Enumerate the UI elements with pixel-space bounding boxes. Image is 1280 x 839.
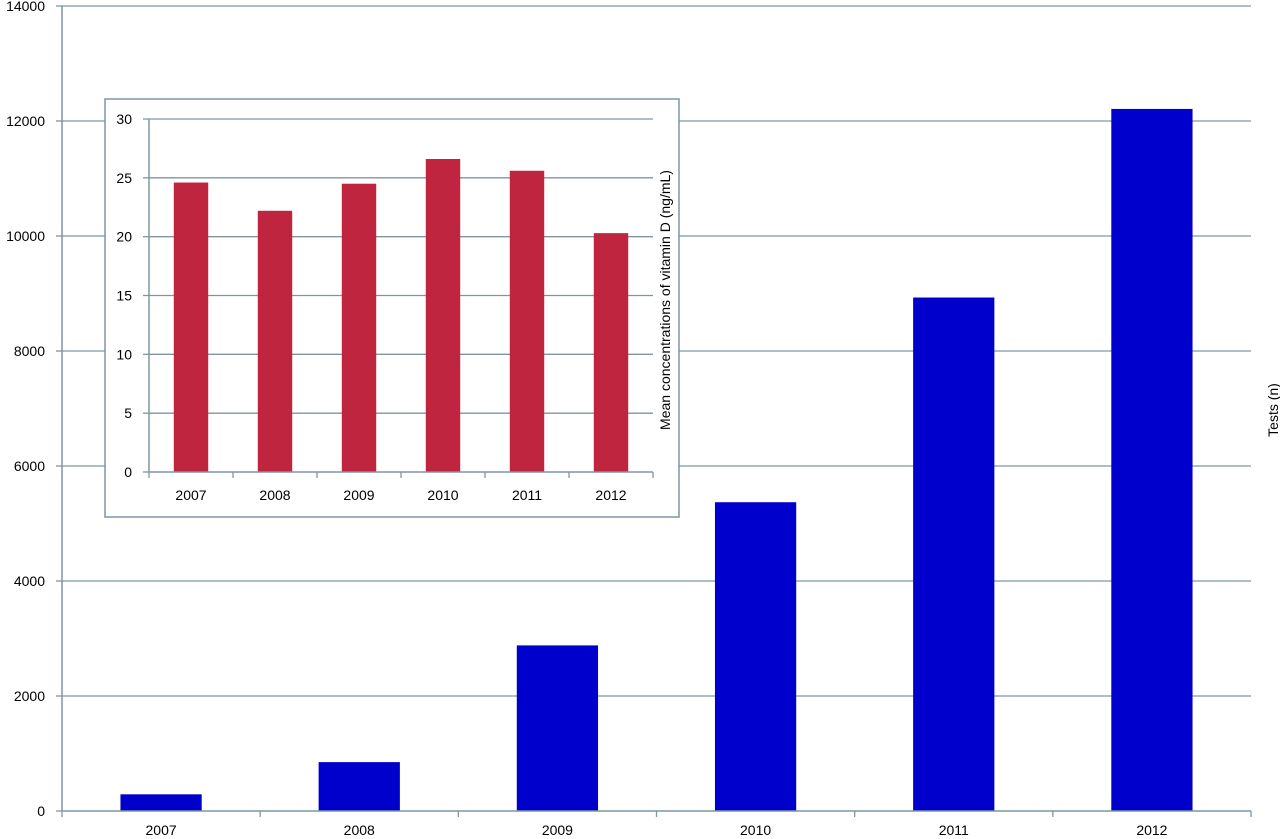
inset-bar-2012 <box>593 233 629 472</box>
main-y-tick-label: 12000 <box>6 113 45 129</box>
main-bar-2009 <box>516 645 599 811</box>
inset-y-tick-label: 5 <box>124 405 132 421</box>
inset-x-tick-label: 2009 <box>343 487 374 503</box>
inset-y-tick-label: 20 <box>116 229 132 245</box>
main-y-tick-label: 6000 <box>14 458 45 474</box>
inset-y-tick-labels: 0 5 10 15 20 25 30 <box>116 111 132 480</box>
inset-x-tick-label: 2011 <box>512 487 542 503</box>
inset-y-tick-label: 10 <box>116 346 132 362</box>
inset-x-tick-label: 2008 <box>259 487 290 503</box>
inset-x-tick-label: 2012 <box>595 487 626 503</box>
main-y-tick-label: 14000 <box>6 0 45 14</box>
inset-bar-2010 <box>425 159 461 473</box>
main-y-tick-labels: 0 2000 4000 6000 8000 10000 12000 14000 <box>6 0 45 819</box>
main-bar-2012 <box>1111 108 1193 812</box>
main-bars <box>120 108 1193 812</box>
main-x-tick-labels: 2007 2008 2009 2010 2011 2012 <box>146 822 1168 838</box>
main-y-tick-label: 4000 <box>14 573 45 589</box>
main-bar-2007 <box>120 794 202 811</box>
main-bar-2010 <box>714 502 797 811</box>
inset-bar-2007 <box>173 182 209 473</box>
main-y-tick-label: 10000 <box>6 228 45 244</box>
main-bar-2008 <box>318 762 400 811</box>
inset-bars <box>173 159 629 473</box>
inset-axes <box>143 118 654 478</box>
main-x-tick-label: 2009 <box>542 822 573 838</box>
main-y-axis-title: Tests (n) <box>1265 383 1280 437</box>
inset-y-tick-label: 0 <box>124 464 132 480</box>
inset-x-tick-label: 2010 <box>427 487 458 503</box>
inset-bar-2011 <box>509 170 545 473</box>
main-y-tick-label: 0 <box>37 803 45 819</box>
inset-y-tick-label: 25 <box>116 170 132 186</box>
inset-bar-2008 <box>257 210 293 472</box>
main-x-tick-label: 2008 <box>344 822 375 838</box>
inset-bar-2009 <box>341 183 377 472</box>
inset-y-tick-label: 15 <box>116 288 132 304</box>
inset-gridlines <box>149 118 653 414</box>
inset-x-tick-labels: 2007 2008 2009 2010 2011 2012 <box>175 487 626 503</box>
main-x-tick-label: 2011 <box>939 822 969 838</box>
main-bar-2011 <box>913 297 995 811</box>
main-x-tick-label: 2010 <box>740 822 771 838</box>
inset-chart: 0 5 10 15 20 25 30 2007 2008 2009 2010 2011 2012 Me… <box>104 98 680 518</box>
inset-x-tick-label: 2007 <box>175 487 206 503</box>
main-axes <box>56 5 1252 817</box>
main-x-tick-label: 2012 <box>1136 822 1167 838</box>
main-x-tick-label: 2007 <box>146 822 177 838</box>
inset-y-axis-title: Mean concentrations of vitamin D (ng/mL) <box>657 170 673 430</box>
main-y-tick-label: 2000 <box>14 688 45 704</box>
inset-y-tick-label: 30 <box>116 111 132 127</box>
main-y-tick-label: 8000 <box>14 343 45 359</box>
